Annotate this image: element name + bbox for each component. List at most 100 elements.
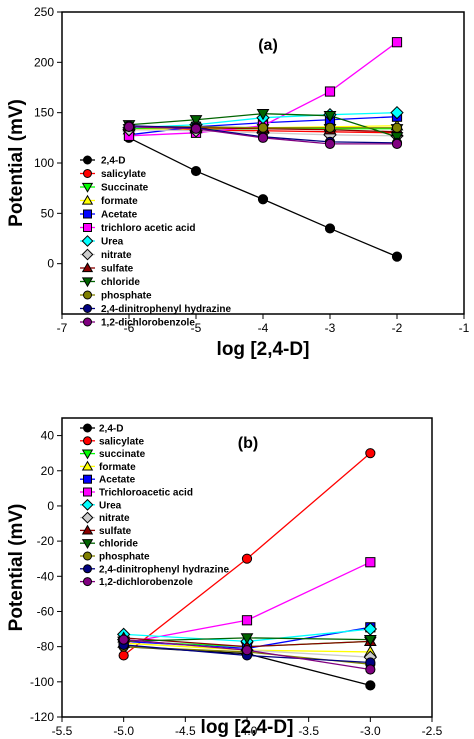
legend-marker: [81, 235, 94, 247]
legend-label: 1,2-dichlorobenzole: [101, 318, 195, 329]
y-tick-label: -60: [37, 604, 55, 618]
legend-label: formate: [101, 196, 138, 207]
data-point: [240, 633, 254, 645]
data-point: [189, 115, 203, 127]
legend-label: phosphate: [101, 291, 152, 302]
y-tick-label: -80: [37, 640, 55, 654]
legend-label: formate: [99, 462, 136, 473]
legend-marker: [81, 524, 94, 535]
y-tick-label: -120: [30, 710, 54, 724]
legend-marker: [81, 248, 94, 261]
x-tick-label: -4.5: [175, 724, 196, 738]
legend-marker: [81, 511, 94, 524]
data-point: [257, 132, 269, 143]
panel-label: (b): [238, 435, 258, 452]
legend-marker: [81, 194, 94, 205]
legend-label: Acetate: [101, 210, 138, 221]
legend-marker: [83, 155, 92, 165]
data-point: [363, 634, 377, 647]
y-tick-label: 200: [34, 55, 54, 69]
x-axis-title: log [2,4-D]: [217, 339, 310, 360]
legend-marker: [83, 169, 92, 178]
legend-label: salicylate: [99, 436, 144, 447]
legend-label: sulfate: [99, 526, 132, 537]
legend-label: salicylate: [101, 169, 146, 180]
data-point: [118, 650, 129, 661]
x-axis-title: log [2,4-D]: [201, 717, 294, 738]
data-point: [241, 553, 253, 564]
data-point: [256, 109, 270, 121]
legend-label: 2,4-D: [101, 156, 125, 167]
legend-marker: [83, 209, 92, 219]
legend-label: Urea: [99, 500, 122, 511]
data-point: [324, 223, 336, 234]
legend-label: 2,4-D: [99, 424, 123, 435]
legend-label: Urea: [101, 237, 124, 248]
data-point: [324, 122, 336, 133]
data-point: [118, 634, 129, 645]
legend-marker: [83, 487, 92, 497]
legend-label: Succinate: [101, 183, 149, 194]
x-tick-label: -5: [191, 321, 202, 335]
legend-label: Trichloroacetic acid: [99, 488, 193, 499]
legend-label: phosphate: [99, 552, 150, 563]
legend-marker: [81, 449, 94, 460]
legend-label: 1,2-dichlorobenzole: [99, 577, 193, 588]
y-tick-label: 40: [41, 429, 55, 443]
data-point: [390, 105, 404, 120]
legend-marker: [81, 460, 94, 471]
panel-label: (a): [258, 37, 278, 54]
data-point: [323, 111, 337, 123]
legend-marker: [83, 577, 92, 587]
legend-label: 2,4-dinitrophenyl hydrazine: [99, 564, 229, 575]
chart-panel-a: -7 -6 -5 -4 -3 -2 -1 0 50 100 150 200 250 log [2,4-D]…: [6, 5, 470, 360]
chart-panel-b: -5.5 -5.0 -4.5 -4.0 -3.5 -3.0 -2.5 -120 -100 -80 -…: [6, 417, 443, 738]
x-tick-label: -6: [124, 321, 135, 335]
y-tick-label: 100: [34, 156, 54, 170]
y-axis-title: Potential (mV): [6, 504, 27, 632]
x-tick-label: -3: [325, 321, 336, 335]
x-tick-label: -2.5: [422, 724, 443, 738]
legend-marker: [83, 564, 92, 574]
legend-label: Acetate: [99, 475, 136, 486]
x-tick-label: -4: [258, 321, 269, 335]
x-tick-label: -3.5: [298, 724, 319, 738]
legend-marker: [81, 498, 94, 511]
y-tick-label: 0: [47, 257, 54, 271]
legend-marker: [81, 277, 94, 288]
x-tick-label: -4.0: [237, 724, 258, 738]
data-point: [365, 448, 376, 459]
data-point: [257, 122, 269, 133]
data-point: [391, 37, 403, 48]
legend-marker: [81, 182, 94, 193]
data-point: [391, 251, 403, 262]
data-point: [365, 664, 376, 675]
y-tick-label: 150: [34, 106, 54, 120]
legend-marker: [81, 539, 94, 550]
y-tick-label: -20: [37, 534, 55, 548]
data-point: [324, 138, 336, 149]
legend-label: sulfate: [101, 264, 134, 275]
data-point: [324, 86, 336, 97]
legend-label: nitrate: [99, 513, 130, 524]
legend-marker: [83, 304, 92, 313]
x-tick-label: -5.5: [52, 724, 73, 738]
legend-marker: [83, 290, 92, 300]
y-tick-label: 250: [34, 5, 54, 19]
data-point: [365, 680, 376, 691]
legend-label: chloride: [101, 277, 140, 288]
y-tick-label: 50: [41, 206, 55, 220]
x-tick-label: -3.0: [360, 724, 381, 738]
legend-label: 2,4-dinitrophenyl hydrazine: [101, 304, 231, 315]
data-point: [391, 138, 403, 149]
x-tick-label: -2: [392, 321, 403, 335]
legend-marker: [81, 262, 94, 273]
data-point: [190, 123, 202, 134]
data-point: [257, 194, 269, 205]
y-tick-label: 0: [47, 499, 54, 513]
x-tick-label: -1: [459, 321, 470, 335]
legend-marker: [83, 551, 92, 561]
x-tick-label: -5.0: [113, 724, 134, 738]
data-point: [391, 122, 403, 133]
